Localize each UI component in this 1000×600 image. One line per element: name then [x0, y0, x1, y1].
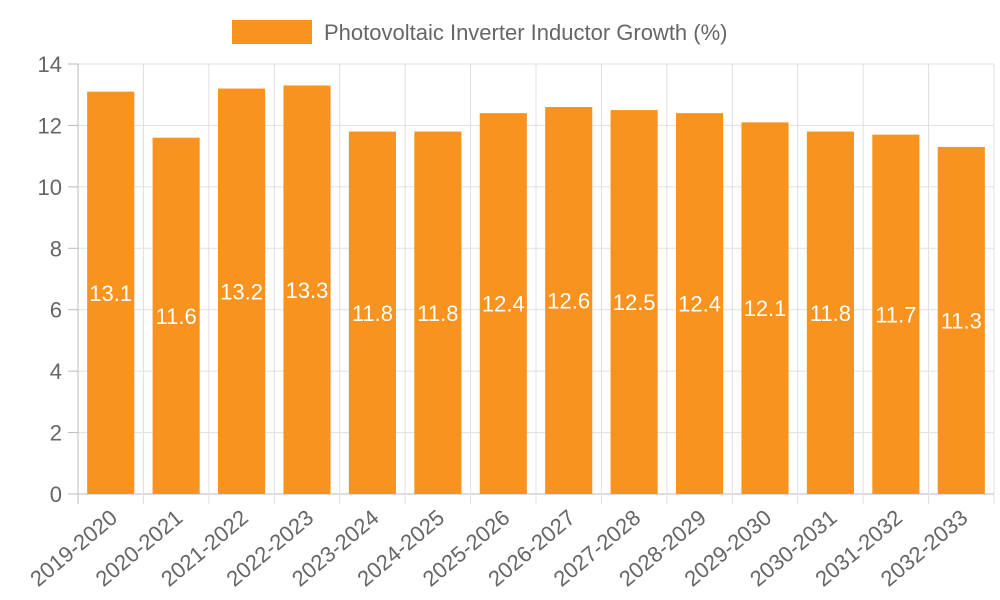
data-label-2022-2023: 13.3: [286, 278, 329, 303]
bar-2022-2023[interactable]: [283, 85, 331, 495]
bar-2024-2025[interactable]: [414, 131, 462, 495]
bar-2019-2020[interactable]: [87, 91, 135, 495]
data-label-2031-2032: 11.7: [875, 302, 916, 327]
data-labels-layer: 13.1 11.6 13.2 13.3 11.8 11.8 12.4 12.6 12.5 12.4…: [89, 278, 982, 334]
data-label-2019-2020: 13.1: [89, 281, 132, 306]
bar-2026-2027[interactable]: [545, 107, 593, 494]
legend-label[interactable]: Photovoltaic Inverter Inductor Growth (%…: [324, 20, 728, 45]
legend-swatch[interactable]: [232, 20, 312, 44]
bar-2030-2031[interactable]: [806, 131, 854, 495]
y-tick-label: 2: [50, 421, 62, 446]
bar-2025-2026[interactable]: [479, 113, 527, 495]
data-label-2030-2031: 11.8: [810, 301, 851, 326]
y-tick-label: 0: [50, 482, 62, 507]
data-label-2021-2022: 13.2: [220, 279, 263, 304]
data-label-2028-2029: 12.4: [678, 292, 721, 317]
data-label-2025-2026: 12.4: [482, 292, 525, 317]
legend[interactable]: Photovoltaic Inverter Inductor Growth (%…: [232, 20, 728, 45]
data-label-2032-2033: 11.3: [941, 308, 982, 333]
bar-2029-2030[interactable]: [741, 122, 789, 494]
bar-2020-2021[interactable]: [152, 137, 200, 494]
y-tick-label: 8: [50, 236, 62, 261]
bar-2031-2032[interactable]: [872, 134, 920, 494]
bar-2027-2028[interactable]: [610, 110, 658, 495]
bar-2023-2024[interactable]: [348, 131, 396, 495]
data-label-2029-2030: 12.1: [744, 296, 787, 321]
data-label-2020-2021: 11.6: [156, 304, 197, 329]
data-label-2023-2024: 11.8: [352, 301, 393, 326]
bars-layer: [87, 85, 985, 495]
bar-2028-2029[interactable]: [676, 113, 724, 495]
y-tick-label: 6: [50, 298, 62, 323]
y-tick-label: 14: [38, 52, 62, 77]
bar-2032-2033[interactable]: [937, 146, 985, 494]
y-tick-label: 12: [38, 113, 62, 138]
y-tick-label: 10: [38, 175, 62, 200]
data-label-2024-2025: 11.8: [417, 301, 458, 326]
data-label-2027-2028: 12.5: [613, 290, 656, 315]
data-label-2026-2027: 12.6: [547, 289, 590, 314]
grid-layer: [77, 63, 995, 504]
bar-2021-2022[interactable]: [218, 88, 266, 495]
y-tick-label: 4: [50, 359, 62, 384]
